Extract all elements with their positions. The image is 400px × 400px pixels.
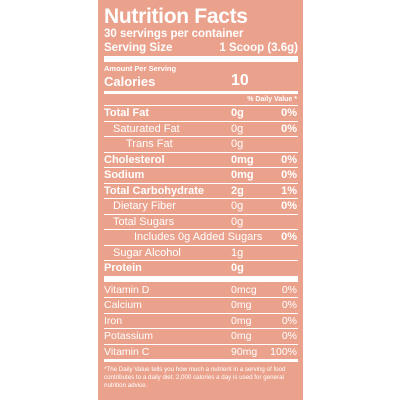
nutrient-row-added-sugars: Includes 0g Added Sugars 0%: [104, 229, 298, 245]
nutrient-row-saturated-fat: Saturated Fat 0g 0%: [104, 120, 298, 137]
vitamin-dv: 0%: [281, 299, 297, 311]
serving-size-row: Serving Size 1 Scoop (3.6g): [104, 41, 298, 55]
nutrient-label: Includes 0g Added Sugars: [134, 231, 263, 243]
divider-footnote: [104, 359, 298, 362]
daily-value-footnote: *The Daily Value tells you how much a nu…: [104, 366, 286, 389]
vitamin-dv: 0%: [281, 330, 297, 342]
vitamin-row-calcium: Calcium 0mg 0%: [104, 297, 298, 313]
nutrient-amount: 0mg: [231, 169, 254, 181]
nutrient-row-trans-fat: Trans Fat 0g: [104, 136, 298, 152]
vitamin-amount: 0mcg: [231, 283, 257, 296]
nutrient-amount: 2g: [231, 184, 244, 197]
nutrient-amount: 0g: [231, 200, 244, 212]
vitamin-amount: 0mg: [231, 330, 252, 342]
vitamin-dv: 0%: [281, 283, 297, 296]
nutrient-label: Sugar Alcohol: [113, 246, 181, 259]
nutrient-amount: 0g: [231, 215, 244, 228]
amount-per-serving: Amount Per Serving: [104, 64, 177, 73]
nutrient-row-sugar-alcohol: Sugar Alcohol 1g: [104, 244, 298, 261]
nutrient-label: Saturated Fat: [113, 122, 180, 135]
nutrient-label: Sodium: [104, 169, 145, 181]
daily-value-header: % Daily Value *: [247, 96, 297, 103]
vitamin-row-vitamin-c: Vitamin C 90mg 100%: [104, 343, 298, 360]
calories-value: 10: [231, 72, 249, 89]
vitamin-row-potassium: Potassium 0mg 0%: [104, 328, 298, 344]
nutrient-label: Total Fat: [104, 107, 150, 119]
nutrient-row-total-carbohydrate: Total Carbohydrate 2g 1%: [104, 182, 298, 199]
nutrient-dv: 1%: [281, 184, 297, 197]
nutrient-dv: 0%: [281, 231, 297, 243]
serving-size-label: Serving Size: [104, 42, 173, 54]
nutrient-dv: 0%: [281, 122, 297, 135]
vitamin-amount: 0mg: [231, 314, 252, 327]
vitamin-row-vitamin-d: Vitamin D 0mcg 0%: [104, 283, 298, 298]
nutrient-amount: 1g: [231, 246, 244, 259]
nutrient-amount: 0g: [231, 122, 244, 135]
nutrient-row-protein: Protein 0g: [104, 260, 298, 276]
calories-row: Calories 10: [104, 72, 298, 90]
nutrient-dv: 0%: [281, 200, 297, 212]
nutrient-amount: 0g: [231, 262, 244, 274]
nutrient-dv: 0%: [281, 169, 297, 181]
nutrient-label: Protein: [104, 262, 142, 274]
nutrient-row-total-sugars: Total Sugars 0g: [104, 213, 298, 230]
divider-medium: [104, 91, 298, 94]
nutrient-label: Dietary Fiber: [113, 200, 176, 212]
servings-per-container: 30 servings per container: [104, 28, 244, 40]
vitamin-amount: 0mg: [231, 299, 252, 311]
calories-label: Calories: [104, 74, 156, 89]
vitamin-label: Potassium: [104, 330, 154, 342]
vitamin-dv: 100%: [270, 345, 297, 358]
nutrient-row-cholesterol: Cholesterol 0mg 0%: [104, 151, 298, 168]
nutrient-label: Total Sugars: [113, 215, 175, 228]
vitamin-row-iron: Iron 0mg 0%: [104, 312, 298, 329]
vitamin-dv: 0%: [281, 314, 297, 327]
vitamin-label: Iron: [104, 314, 123, 327]
nutrient-dv: 0%: [281, 153, 297, 166]
divider-thick: [104, 56, 298, 62]
nutrient-label: Trans Fat: [126, 138, 173, 150]
serving-size-value: 1 Scoop (3.6g): [219, 42, 298, 54]
nutrition-facts-panel: Nutrition Facts 30 servings per containe…: [98, 0, 303, 400]
vitamin-label: Vitamin C: [104, 345, 150, 358]
vitamin-label: Vitamin D: [104, 283, 150, 296]
nutrient-amount: 0mg: [231, 153, 254, 166]
nutrient-label: Cholesterol: [104, 153, 165, 166]
nutrient-row-dietary-fiber: Dietary Fiber 0g 0%: [104, 198, 298, 214]
vitamin-label: Calcium: [104, 299, 142, 311]
nutrient-label: Total Carbohydrate: [104, 184, 205, 197]
label-title: Nutrition Facts: [104, 5, 248, 28]
nutrient-amount: 0g: [231, 107, 244, 119]
divider-vitamins: [104, 275, 298, 282]
nutrient-dv: 0%: [281, 107, 297, 119]
nutrient-amount: 0g: [231, 138, 244, 150]
vitamin-amount: 90mg: [231, 345, 258, 358]
nutrient-row-sodium: Sodium 0mg 0%: [104, 167, 298, 183]
nutrient-row-total-fat: Total Fat 0g 0%: [104, 105, 298, 121]
